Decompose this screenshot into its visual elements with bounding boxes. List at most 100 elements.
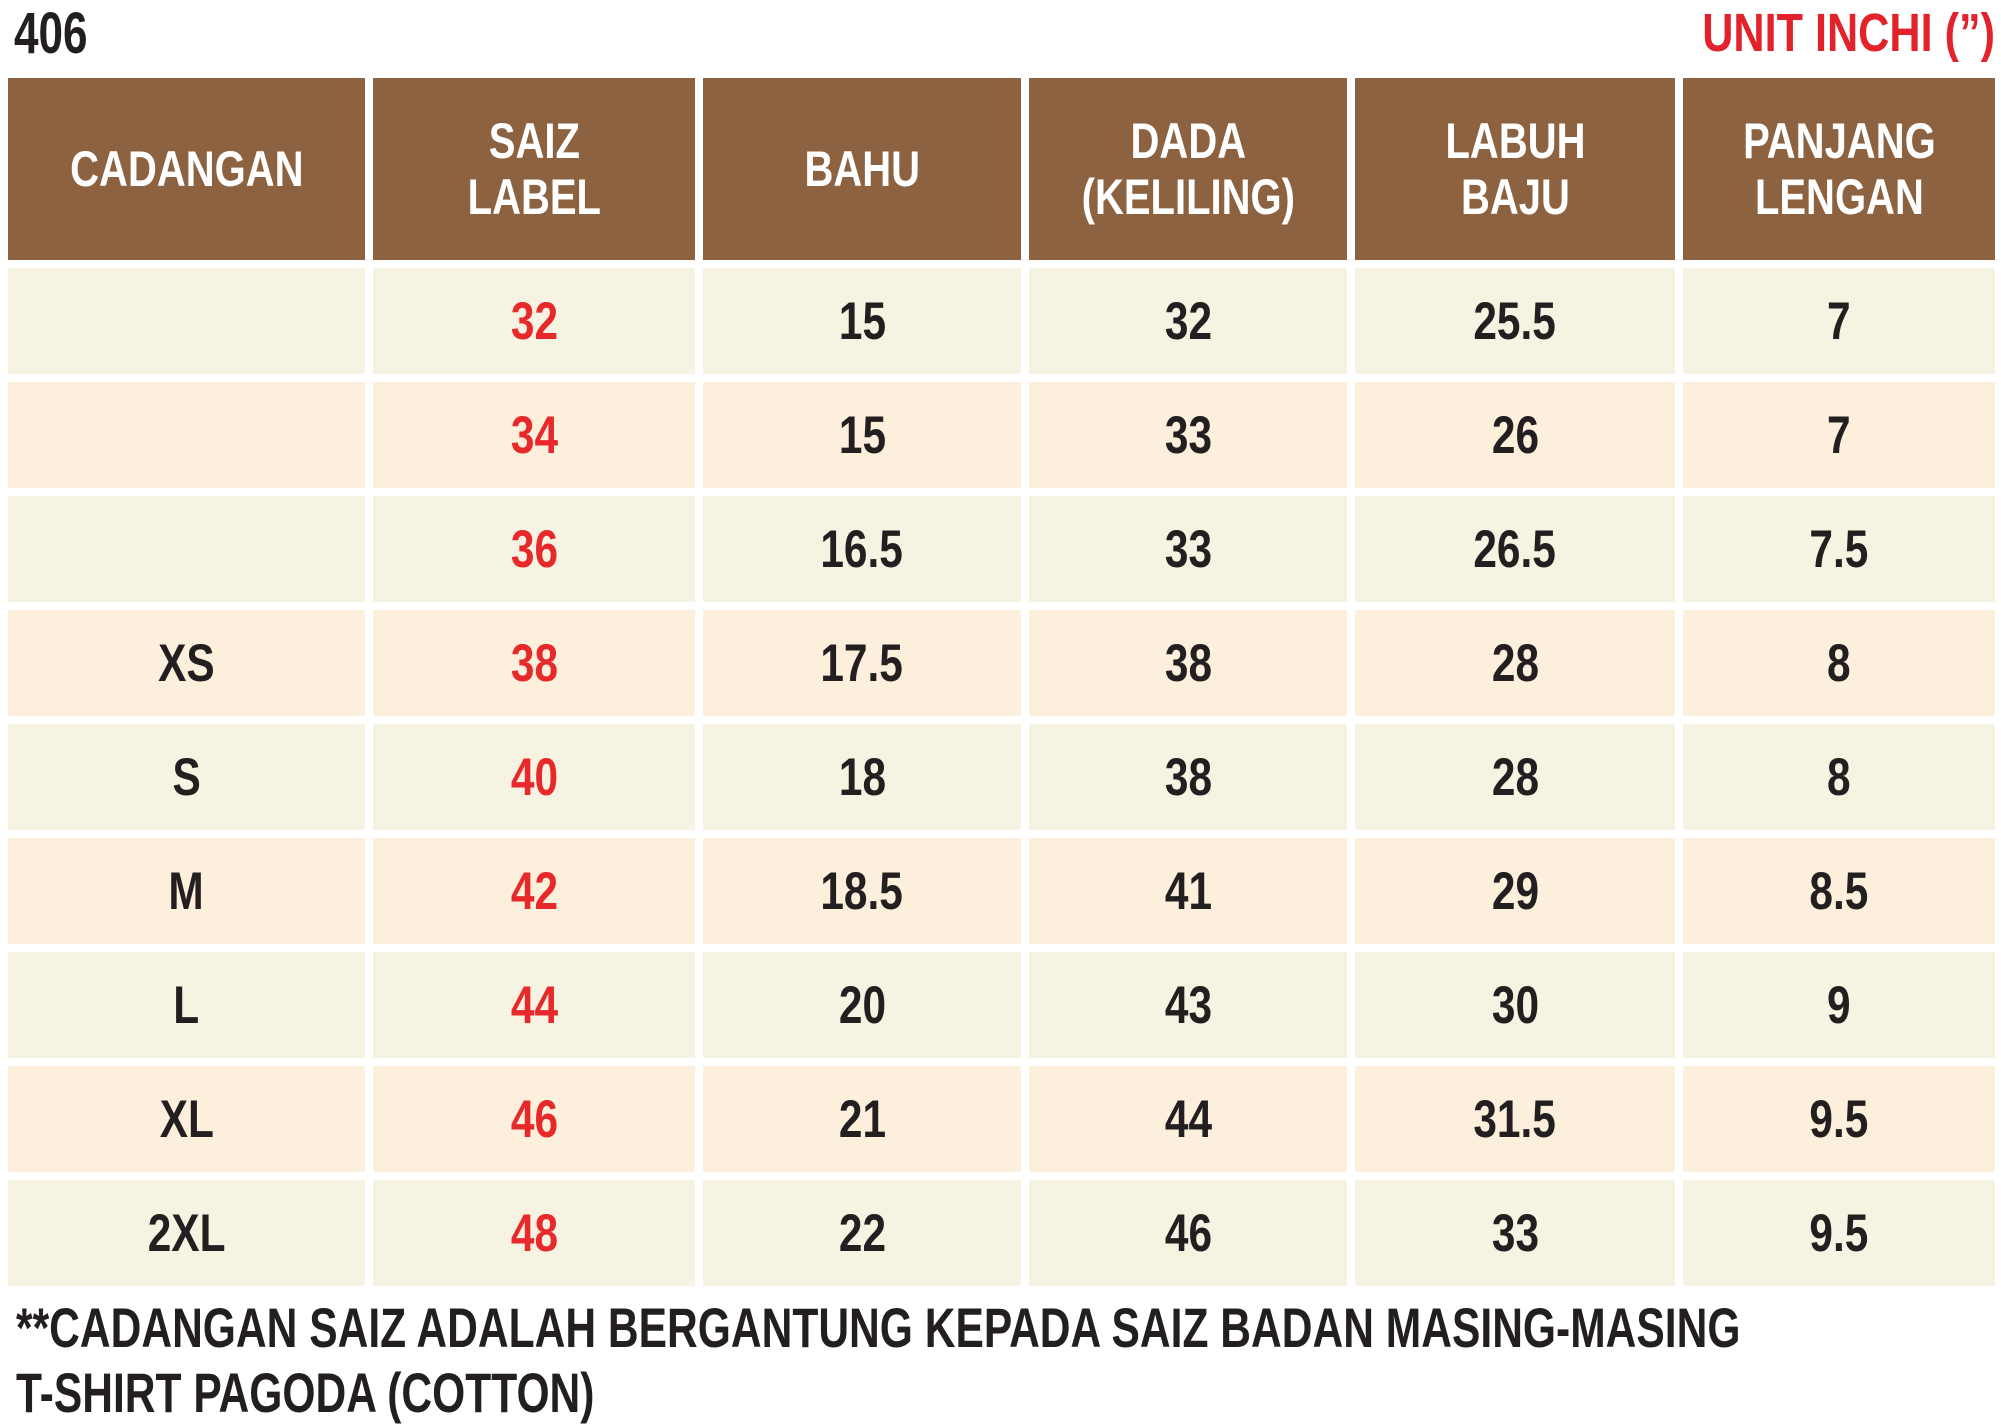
cell-bahu: 18 [703, 724, 1021, 830]
cell-labuh-baju: 28 [1355, 724, 1675, 830]
header-text: BAHU [804, 141, 920, 197]
cell-saiz-label: 42 [373, 838, 695, 944]
cell-text: 44 [1164, 1089, 1212, 1149]
cell-saiz-label: 46 [373, 1066, 695, 1172]
cell-text: 25.5 [1473, 291, 1557, 351]
cell-text: 38 [1164, 747, 1212, 807]
cell-text: 28 [1491, 747, 1539, 807]
cell-text: 7 [1827, 291, 1851, 351]
cell-saiz-label: 38 [373, 610, 695, 716]
cell-panjang-lengan: 7 [1683, 382, 1995, 488]
cell-saiz-label: 36 [373, 496, 695, 602]
cell-text: 33 [1164, 519, 1212, 579]
cell-text: 22 [838, 1203, 886, 1263]
cell-panjang-lengan: 8 [1683, 724, 1995, 830]
cell-text: 43 [1164, 975, 1212, 1035]
cell-text: 9.5 [1809, 1203, 1869, 1263]
cell-cadangan: L [8, 952, 365, 1058]
cell-text: 9.5 [1809, 1089, 1869, 1149]
cell-cadangan: XL [8, 1066, 365, 1172]
cell-bahu: 18.5 [703, 838, 1021, 944]
cell-saiz-label: 32 [373, 268, 695, 374]
cell-text: L [173, 975, 200, 1035]
cell-dada: 33 [1029, 496, 1347, 602]
cell-labuh-baju: 33 [1355, 1180, 1675, 1286]
cell-text: 16.5 [820, 519, 904, 579]
footnote-text: **CADANGAN SAIZ ADALAH BERGANTUNG KEPADA… [16, 1296, 1741, 1359]
unit-label-text: UNIT INCHI (”) [1702, 3, 1995, 63]
cell-text: 42 [510, 861, 558, 921]
col-header-cadangan: CADANGAN [8, 78, 365, 260]
col-header-labuh-baju: LABUH BAJU [1355, 78, 1675, 260]
cell-text: M [168, 861, 205, 921]
cell-dada: 38 [1029, 610, 1347, 716]
cell-labuh-baju: 29 [1355, 838, 1675, 944]
cell-labuh-baju: 25.5 [1355, 268, 1675, 374]
cell-text: 20 [838, 975, 886, 1035]
cell-cadangan: M [8, 838, 365, 944]
cell-text: XL [159, 1089, 214, 1149]
cell-labuh-baju: 30 [1355, 952, 1675, 1058]
cell-text: S [172, 747, 201, 807]
cell-text: 46 [510, 1089, 558, 1149]
unit-label: UNIT INCHI (”) [1629, 2, 1995, 64]
col-header-saiz-label: SAIZ LABEL [373, 78, 695, 260]
page-code-text: 406 [14, 1, 88, 66]
cell-text: 18.5 [820, 861, 904, 921]
col-header-dada: DADA (KELILING) [1029, 78, 1347, 260]
cell-text: 31.5 [1473, 1089, 1557, 1149]
cell-dada: 41 [1029, 838, 1347, 944]
cell-text: 38 [510, 633, 558, 693]
cell-text: 18 [838, 747, 886, 807]
cell-text: 46 [1164, 1203, 1212, 1263]
cell-text: 38 [1164, 633, 1212, 693]
cell-labuh-baju: 26.5 [1355, 496, 1675, 602]
cell-cadangan: S [8, 724, 365, 830]
cell-cadangan: 2XL [8, 1180, 365, 1286]
size-table: CADANGAN SAIZ LABEL BAHU DADA (KELILING)… [8, 78, 1995, 1286]
cell-text: 33 [1164, 405, 1212, 465]
cell-text: 7.5 [1809, 519, 1869, 579]
cell-panjang-lengan: 8 [1683, 610, 1995, 716]
cell-panjang-lengan: 9 [1683, 952, 1995, 1058]
cell-text: 40 [510, 747, 558, 807]
cell-saiz-label: 40 [373, 724, 695, 830]
cell-text: 48 [510, 1203, 558, 1263]
header-text: DADA (KELILING) [1081, 113, 1295, 225]
cell-bahu: 17.5 [703, 610, 1021, 716]
cell-bahu: 20 [703, 952, 1021, 1058]
cell-text: 8.5 [1809, 861, 1869, 921]
cell-text: 44 [510, 975, 558, 1035]
cell-text: 2XL [147, 1203, 226, 1263]
cell-text: 32 [510, 291, 558, 351]
cell-dada: 38 [1029, 724, 1347, 830]
cell-panjang-lengan: 7.5 [1683, 496, 1995, 602]
cell-text: 7 [1827, 405, 1851, 465]
cell-text: 8 [1827, 633, 1851, 693]
cell-panjang-lengan: 9.5 [1683, 1180, 1995, 1286]
cell-text: 17.5 [820, 633, 904, 693]
header-text: LABUH BAJU [1444, 113, 1585, 225]
cell-text: 15 [838, 291, 886, 351]
cell-dada: 43 [1029, 952, 1347, 1058]
cell-text: XS [158, 633, 215, 693]
cell-text: 32 [1164, 291, 1212, 351]
cell-text: 28 [1491, 633, 1539, 693]
cell-text: 30 [1491, 975, 1539, 1035]
cell-panjang-lengan: 8.5 [1683, 838, 1995, 944]
cell-dada: 46 [1029, 1180, 1347, 1286]
cell-bahu: 15 [703, 382, 1021, 488]
cell-text: 41 [1164, 861, 1212, 921]
cell-text: 9 [1827, 975, 1851, 1035]
cell-cadangan [8, 268, 365, 374]
cell-panjang-lengan: 7 [1683, 268, 1995, 374]
cell-bahu: 22 [703, 1180, 1021, 1286]
cell-text: 34 [510, 405, 558, 465]
col-header-panjang-lengan: PANJANG LENGAN [1683, 78, 1995, 260]
cell-dada: 33 [1029, 382, 1347, 488]
footnote-text: T-SHIRT PAGODA (COTTON) [16, 1360, 595, 1424]
footnote-line2: T-SHIRT PAGODA (COTTON) [16, 1361, 2001, 1426]
page-code: 406 [14, 0, 111, 67]
cell-bahu: 15 [703, 268, 1021, 374]
